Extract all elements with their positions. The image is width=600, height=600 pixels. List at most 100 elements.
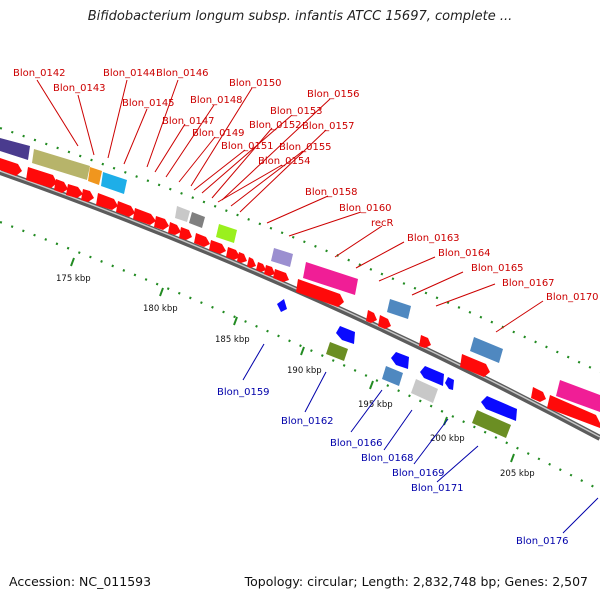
gene-arrow[interactable]: [179, 227, 192, 240]
feature-block[interactable]: [271, 248, 293, 267]
feature-block[interactable]: [470, 337, 503, 363]
gene-label[interactable]: Blon_0168: [361, 453, 414, 464]
backbone: [0, 169, 600, 441]
gene-label[interactable]: Blon_0142: [13, 68, 66, 79]
feature-block[interactable]: [101, 172, 127, 194]
gene-arrow[interactable]: [54, 179, 68, 193]
reverse-gene-labels: Blon_0159 Blon_0162 Blon_0166 Blon_0168 …: [217, 387, 569, 547]
gene-arrow[interactable]: [116, 201, 135, 217]
gene-arrow[interactable]: [391, 352, 409, 369]
gene-label[interactable]: Blon_0162: [281, 416, 334, 427]
gene-arrow[interactable]: [26, 167, 57, 188]
tick-label: 180 kbp: [143, 304, 178, 314]
gene-arrow[interactable]: [547, 395, 600, 428]
gene-label[interactable]: Blon_0157: [302, 121, 355, 132]
gene-label[interactable]: Blon_0176: [516, 536, 569, 547]
gene-label[interactable]: Blon_0159: [217, 387, 270, 398]
forward-leaders: [36, 79, 544, 333]
gene-label[interactable]: recR: [371, 218, 394, 229]
feature-block[interactable]: [382, 366, 403, 386]
gene-arrow[interactable]: [0, 158, 22, 176]
gene-label[interactable]: Blon_0147: [162, 116, 215, 127]
gene-label[interactable]: Blon_0152: [249, 120, 302, 131]
backbone-highlight: [0, 170, 600, 438]
gene-arrow[interactable]: [273, 269, 289, 282]
gene-arrow[interactable]: [445, 377, 454, 390]
gene-label[interactable]: Blon_0145: [122, 98, 175, 109]
tick-label: 185 kbp: [215, 335, 250, 345]
feature-block[interactable]: [472, 410, 511, 438]
gene-label[interactable]: Blon_0171: [411, 483, 464, 494]
gene-label[interactable]: Blon_0170: [546, 292, 599, 303]
gene-label[interactable]: Blon_0144: [103, 68, 156, 79]
feature-block[interactable]: [387, 299, 411, 319]
tick-label: 190 kbp: [287, 366, 322, 376]
gene-label[interactable]: Blon_0150: [229, 78, 282, 89]
feature-block[interactable]: [411, 379, 438, 403]
feature-block[interactable]: [216, 224, 237, 243]
feature-block[interactable]: [0, 138, 30, 160]
feature-block[interactable]: [88, 167, 102, 185]
gene-arrow[interactable]: [264, 265, 275, 276]
gene-label[interactable]: Blon_0167: [502, 278, 555, 289]
gene-arrow[interactable]: [168, 222, 181, 235]
gene-label[interactable]: Blon_0154: [258, 156, 311, 167]
gene-arrow[interactable]: [81, 189, 94, 202]
gene-label[interactable]: Blon_0149: [192, 128, 245, 139]
gene-label[interactable]: Blon_0153: [270, 106, 323, 117]
gene-label[interactable]: Blon_0151: [221, 141, 274, 152]
gc-content-ring-inner: [0, 220, 600, 491]
gene-label[interactable]: Blon_0143: [53, 83, 106, 94]
map-title: Bifidobacterium longum subsp. infantis A…: [87, 9, 513, 24]
feature-block[interactable]: [189, 212, 205, 228]
gene-arrow[interactable]: [226, 247, 240, 260]
gene-arrow[interactable]: [378, 315, 391, 329]
reverse-leaders: [242, 343, 599, 534]
feature-block[interactable]: [303, 262, 358, 295]
gene-arrow[interactable]: [419, 335, 431, 348]
gene-arrow[interactable]: [460, 354, 490, 377]
gene-arrow[interactable]: [237, 252, 247, 263]
gene-label[interactable]: Blon_0165: [471, 263, 524, 274]
tick-label: 195 kbp: [358, 400, 393, 410]
gene-arrow[interactable]: [256, 262, 266, 272]
gene-label[interactable]: Blon_0169: [392, 468, 445, 479]
feature-block[interactable]: [326, 342, 348, 361]
gene-arrow[interactable]: [277, 299, 287, 312]
accession-text: Accession: NC_011593: [9, 574, 152, 589]
gene-label[interactable]: Blon_0166: [330, 438, 383, 449]
tick-label: 205 kbp: [500, 469, 535, 479]
gene-arrow[interactable]: [336, 326, 355, 344]
gene-arrow[interactable]: [96, 193, 118, 210]
tick-label: 200 kbp: [430, 434, 465, 444]
tick-label: 175 kbp: [56, 274, 91, 284]
feature-block[interactable]: [32, 149, 90, 180]
gene-label[interactable]: Blon_0160: [339, 203, 392, 214]
gene-arrow[interactable]: [194, 233, 210, 247]
feature-block[interactable]: [556, 380, 600, 412]
gene-arrow[interactable]: [133, 208, 156, 225]
gene-arrow[interactable]: [66, 184, 83, 198]
feature-track-outer: [0, 138, 600, 412]
gene-arrow[interactable]: [209, 240, 226, 254]
gene-arrow[interactable]: [531, 387, 546, 402]
feature-block[interactable]: [175, 206, 190, 222]
gene-label[interactable]: Blon_0158: [305, 187, 358, 198]
gene-label[interactable]: Blon_0155: [279, 142, 332, 153]
forward-genes: [0, 158, 600, 428]
gene-arrow[interactable]: [296, 279, 344, 307]
forward-gene-labels: Blon_0142 Blon_0143 Blon_0144 Blon_0146 …: [13, 68, 599, 303]
gene-label[interactable]: Blon_0146: [156, 68, 209, 79]
gene-arrow[interactable]: [247, 257, 256, 268]
gene-label[interactable]: Blon_0156: [307, 89, 360, 100]
gene-arrow[interactable]: [481, 396, 517, 421]
gene-arrow[interactable]: [366, 310, 377, 323]
genome-summary-text: Topology: circular; Length: 2,832,748 bp…: [244, 574, 588, 589]
gene-label[interactable]: Blon_0163: [407, 233, 460, 244]
gene-arrow[interactable]: [154, 216, 169, 230]
position-ticks: 175 kbp 180 kbp 185 kbp 190 kbp 195 kbp …: [56, 257, 535, 479]
gene-label[interactable]: Blon_0148: [190, 95, 243, 106]
gene-label[interactable]: Blon_0164: [438, 248, 491, 259]
gene-arrow[interactable]: [420, 366, 444, 386]
